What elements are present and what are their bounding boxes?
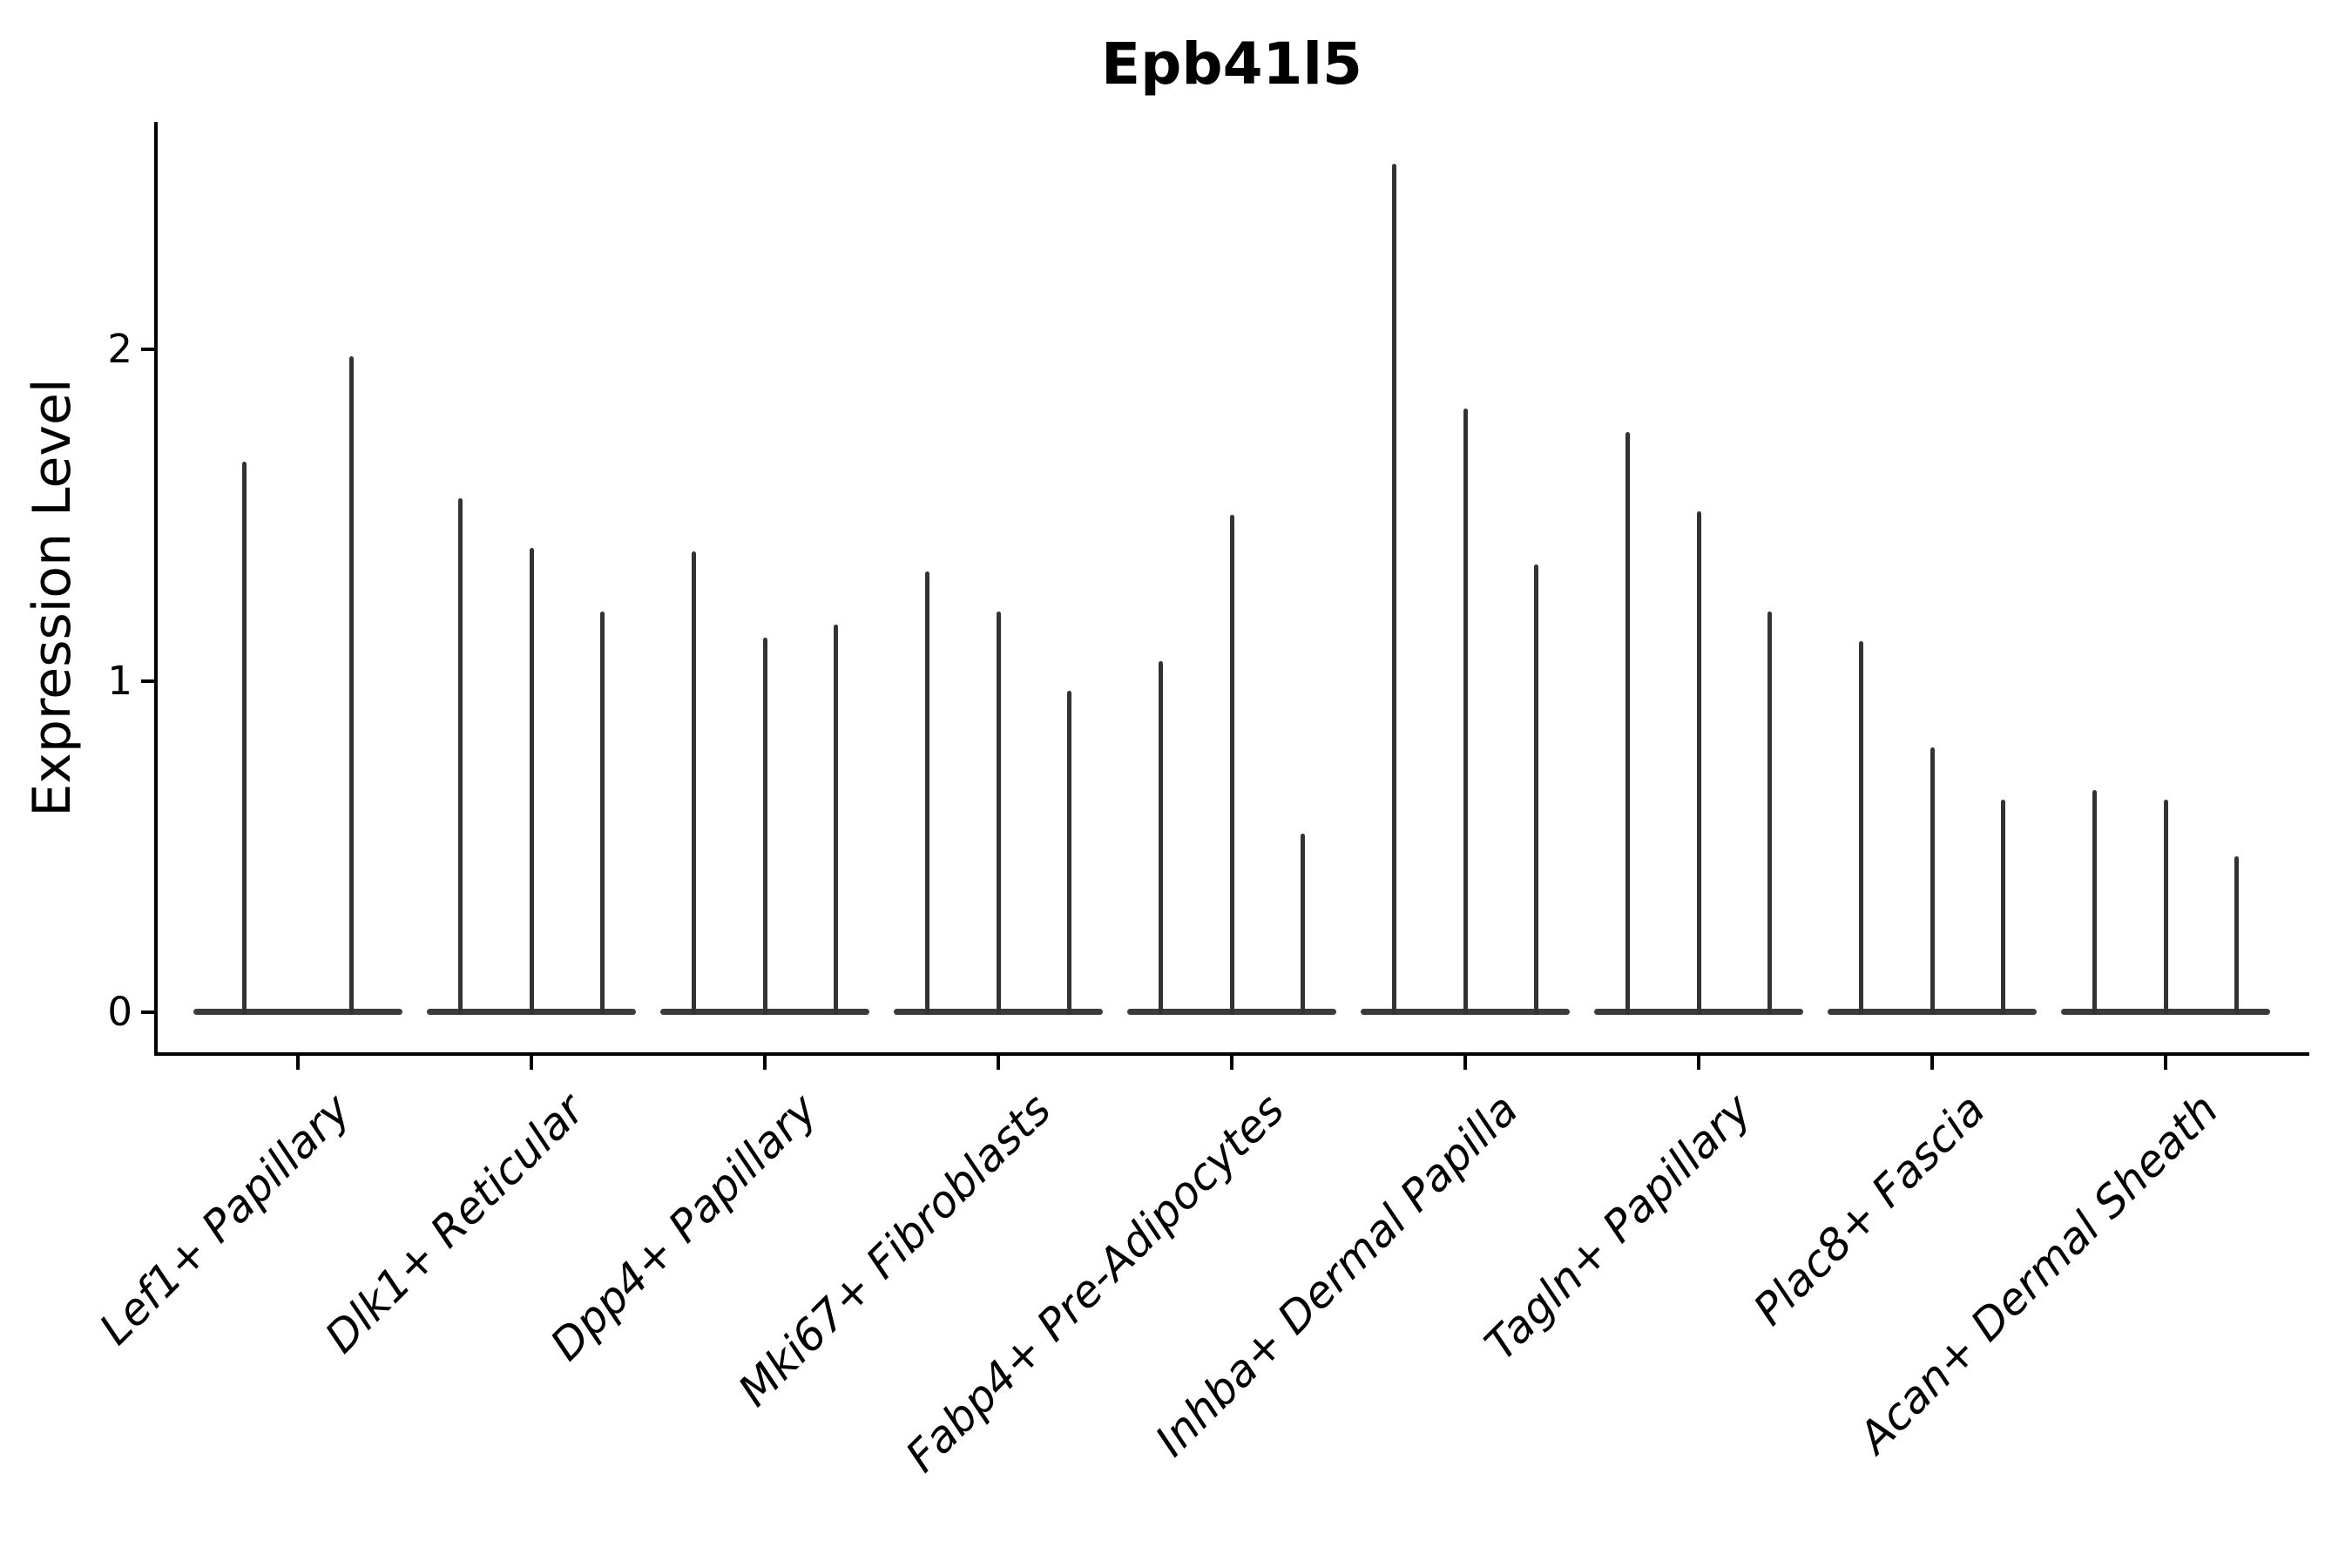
x-axis-tick: [1930, 1056, 1934, 1070]
violin-spike: [600, 611, 605, 1015]
violin-spike: [1930, 747, 1935, 1015]
violin-spike: [1696, 511, 1701, 1015]
violin-spike: [1625, 432, 1630, 1015]
violin-spike: [1229, 515, 1234, 1015]
y-axis-tick-label: 1: [107, 657, 132, 704]
violin-spike: [1159, 660, 1163, 1015]
violin-base: [193, 1009, 403, 1015]
x-axis-tick: [530, 1056, 533, 1070]
x-axis-tick-label: Dlk1+ Reticular: [314, 1084, 594, 1363]
x-axis-tick: [997, 1056, 1000, 1070]
violin-spike: [996, 611, 1001, 1015]
violin-spike: [692, 551, 696, 1015]
violin-spike: [1767, 611, 1772, 1015]
violin-spike: [458, 498, 463, 1015]
x-axis-tick: [2164, 1056, 2167, 1070]
x-axis-tick-label: Fabp4+ Pre-Adipocytes: [896, 1084, 1294, 1483]
violin-spike: [2092, 790, 2097, 1015]
x-axis-tick: [1230, 1056, 1233, 1070]
y-axis-tick: [141, 1010, 154, 1014]
y-axis-tick-label: 0: [107, 989, 132, 1035]
violin-spike: [2163, 800, 2168, 1015]
violin-spike: [2234, 856, 2239, 1015]
violin-spike: [348, 355, 354, 1015]
x-axis-spine: [154, 1052, 2309, 1056]
x-axis-tick-label: Lef1+ Papillary: [90, 1084, 361, 1355]
violin-spike: [1463, 409, 1468, 1015]
x-axis-tick: [763, 1056, 767, 1070]
chart-title: Epb41l5: [1101, 30, 1362, 98]
y-axis-tick: [141, 348, 154, 351]
x-axis-tick-label: Plac8+ Fascia: [1743, 1084, 1995, 1335]
violin-spike: [1392, 163, 1396, 1015]
violin-spike: [1067, 690, 1071, 1015]
violin-spike: [529, 548, 534, 1015]
violin-spike: [2001, 800, 2005, 1015]
violin-spike: [925, 571, 929, 1015]
violin-spike: [834, 624, 838, 1015]
x-axis-tick: [1463, 1056, 1467, 1070]
y-axis-label: Expression Level: [22, 378, 83, 817]
x-axis-tick: [1697, 1056, 1700, 1070]
y-axis-tick: [141, 679, 154, 683]
violin-spike: [1534, 564, 1538, 1015]
violin-spike: [1859, 640, 1863, 1015]
violin-spike: [242, 462, 247, 1015]
violin-spike: [762, 638, 767, 1015]
y-axis-spine: [154, 122, 158, 1056]
y-axis-tick-label: 2: [107, 326, 132, 372]
x-axis-tick: [296, 1056, 300, 1070]
violin-spike: [1301, 833, 1305, 1015]
